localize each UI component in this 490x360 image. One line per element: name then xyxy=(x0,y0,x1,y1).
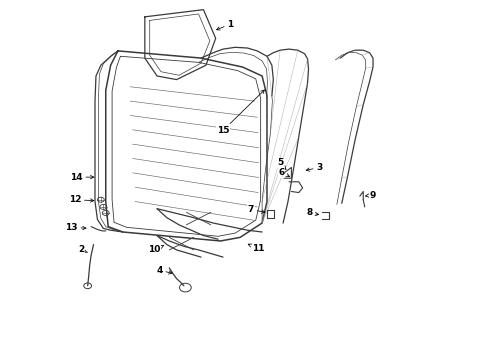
Text: 5: 5 xyxy=(277,158,286,169)
Text: 13: 13 xyxy=(65,223,86,232)
Text: 2: 2 xyxy=(78,246,87,255)
Text: 15: 15 xyxy=(217,90,265,135)
Text: 10: 10 xyxy=(148,245,164,255)
Text: 1: 1 xyxy=(217,19,233,30)
Text: 8: 8 xyxy=(306,208,318,217)
Text: 9: 9 xyxy=(366,190,376,199)
Text: 4: 4 xyxy=(156,266,172,275)
Text: 12: 12 xyxy=(69,195,94,204)
Text: 14: 14 xyxy=(70,173,94,182)
Text: 7: 7 xyxy=(247,205,265,214)
Text: 3: 3 xyxy=(306,163,322,172)
Text: 6: 6 xyxy=(278,168,290,177)
Text: 11: 11 xyxy=(248,244,265,253)
